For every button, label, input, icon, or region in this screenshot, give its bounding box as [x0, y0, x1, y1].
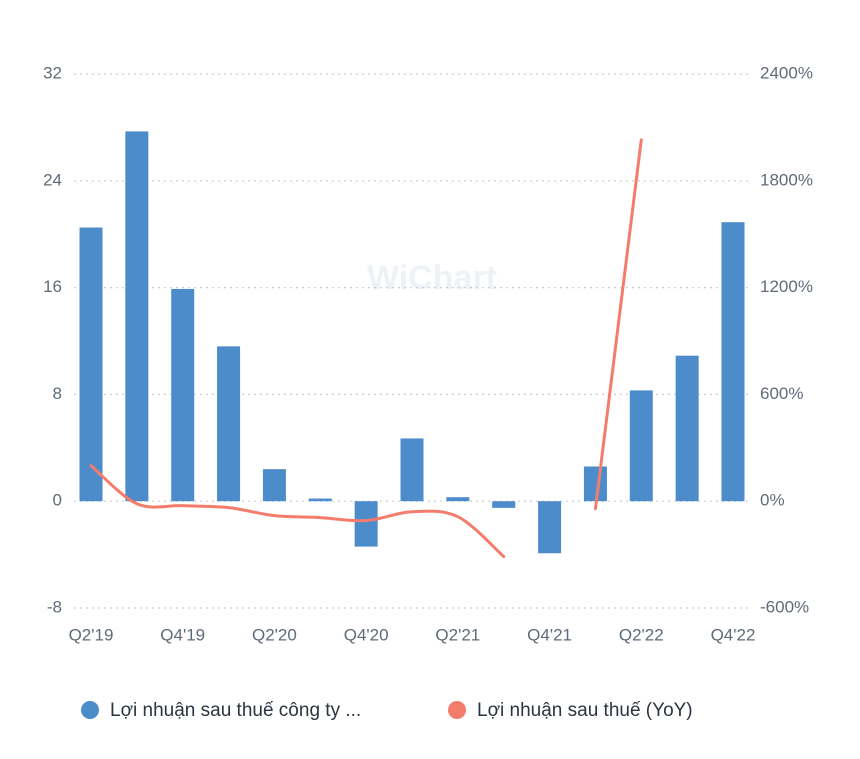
bar [308, 498, 332, 502]
x-tick-label: Q4'22 [711, 625, 756, 644]
y-tick-label: 24 [43, 170, 62, 189]
x-tick-label: Q4'20 [344, 625, 389, 644]
bar [721, 222, 745, 502]
legend-label: Lợi nhuận sau thuế (YoY) [477, 700, 693, 721]
x-tick-label: Q4'21 [527, 625, 572, 644]
y2-tick-label: 1200% [760, 277, 813, 296]
y-tick-label: 8 [53, 384, 62, 403]
y2-tick-label: 2400% [760, 63, 813, 82]
bar [400, 438, 424, 502]
bar [79, 227, 103, 502]
bar [675, 355, 699, 502]
x-tick-label: Q4'19 [160, 625, 205, 644]
bar [217, 346, 241, 502]
line [89, 138, 643, 559]
bar [125, 131, 149, 502]
y-tick-label: 0 [53, 491, 62, 510]
x-tick-label: Q2'21 [435, 625, 480, 644]
y2-tick-label: -600% [760, 597, 809, 616]
bar [354, 501, 378, 547]
bar [492, 501, 516, 508]
bar [171, 288, 195, 502]
x-tick-label: Q2'20 [252, 625, 297, 644]
y2-tick-label: 1800% [760, 170, 813, 189]
y-tick-label: 16 [43, 277, 62, 296]
y2-tick-label: 0% [760, 491, 785, 510]
bar [538, 501, 562, 554]
y2-tick-label: 600% [760, 384, 803, 403]
bar [629, 390, 653, 502]
bar [583, 466, 607, 502]
bar [446, 497, 470, 502]
legend-label: Lợi nhuận sau thuế công ty ... [110, 700, 361, 721]
bar [262, 469, 286, 502]
y-tick-label: -8 [47, 597, 62, 616]
x-tick-label: Q2'22 [619, 625, 664, 644]
x-tick-label: Q2'19 [69, 625, 114, 644]
watermark: WiChart [367, 259, 497, 297]
legend-marker [448, 701, 466, 719]
y-tick-label: 32 [43, 63, 62, 82]
legend-marker [81, 701, 99, 719]
